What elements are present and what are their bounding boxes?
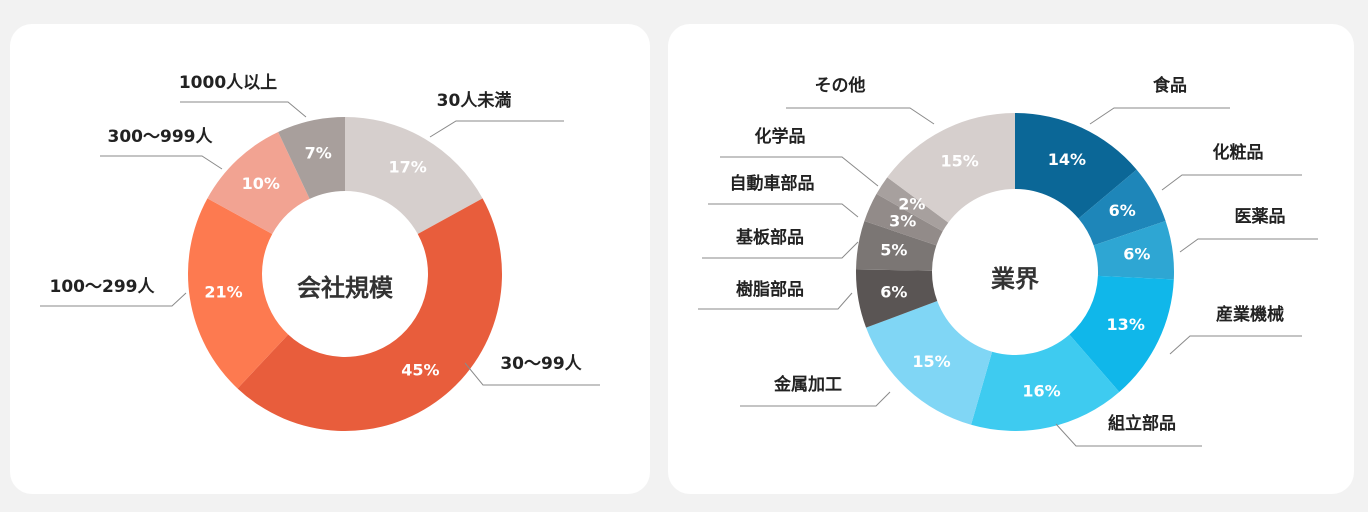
industry-donut-slice <box>864 193 943 246</box>
size-category-label: 30〜99人 <box>500 354 582 374</box>
size-leader-line <box>100 155 223 170</box>
industry-leader-line <box>740 391 891 407</box>
industry-category-label: 組立部品 <box>1108 413 1176 434</box>
industry-leader-line <box>702 241 859 259</box>
size-percent-label: 21% <box>204 283 242 302</box>
size-percent-label: 45% <box>401 361 439 380</box>
industry-percent-label: 6% <box>880 282 907 301</box>
industry-percent-label: 6% <box>1123 244 1150 263</box>
industry-chart-title: 業界 <box>991 265 1039 293</box>
size-donut-slice <box>187 198 289 389</box>
size-percent-label: 10% <box>242 174 280 193</box>
industry-card: 14% 6% 6% 13% 16% 15% 6% 5% 3% 2% 15% 食品化粧品医薬品産業機械… <box>668 24 1354 494</box>
industry-category-label: 化学品 <box>755 126 806 147</box>
industry-donut-slice <box>866 301 993 425</box>
industry-leader-line <box>708 203 859 218</box>
industry-percent-label: 16% <box>1022 382 1060 401</box>
size-category-label: 30人未満 <box>437 90 512 111</box>
industry-leader-line <box>720 156 879 187</box>
industry-donut-slice <box>856 269 938 328</box>
industry-leader-line <box>1089 107 1230 125</box>
industry-category-label: 食品 <box>1153 75 1187 96</box>
industry-leader-line <box>1055 423 1202 447</box>
size-donut-slice <box>278 117 345 199</box>
size-category-label: 300〜999人 <box>108 127 214 147</box>
size-leader-line <box>464 362 600 386</box>
industry-donut-slice <box>1093 220 1174 280</box>
industry-donut-slice <box>887 113 1015 223</box>
industry-donut-slice <box>1015 113 1137 219</box>
industry-percent-label: 15% <box>941 152 979 171</box>
company-size-chart-title: 会社規模 <box>297 274 394 302</box>
industry-percent-label: 13% <box>1107 315 1145 334</box>
size-leader-line <box>40 292 187 307</box>
size-percent-label: 7% <box>305 143 332 162</box>
size-category-label: 100〜299人 <box>50 277 156 297</box>
industry-donut-slice <box>971 334 1120 431</box>
size-leader-line <box>180 101 307 118</box>
industry-category-label: 産業機械 <box>1216 304 1284 325</box>
industry-leader-line <box>1169 335 1302 355</box>
industry-leader-line <box>1179 238 1318 253</box>
size-donut-slice <box>237 198 502 432</box>
industry-leader-line <box>1161 174 1302 191</box>
industry-percent-label: 15% <box>912 352 950 371</box>
industry-donut-slice <box>856 220 937 271</box>
industry-leader-line <box>786 107 935 125</box>
industry-leader-line <box>698 292 853 310</box>
size-category-label: 1000人以上 <box>179 73 277 93</box>
industry-category-label: 化粧品 <box>1213 142 1264 163</box>
industry-category-label: 基板部品 <box>735 227 804 248</box>
size-donut-slice <box>207 131 310 235</box>
industry-category-label: 自動車部品 <box>730 173 815 194</box>
size-donut-slice <box>345 117 483 235</box>
industry-percent-label: 3% <box>889 211 916 230</box>
industry-category-label: その他 <box>815 75 866 96</box>
industry-percent-label: 6% <box>1109 201 1136 220</box>
size-leader-line <box>429 120 564 138</box>
size-percent-label: 17% <box>388 158 426 177</box>
industry-category-label: 医薬品 <box>1235 207 1286 227</box>
industry-percent-label: 5% <box>880 241 907 260</box>
industry-donut-slice <box>876 177 949 232</box>
company-size-card: 17% 45% 21% 10% 7% 30人未満 30〜99人 100〜299人 300〜99… <box>10 24 650 494</box>
industry-donut-chart: 14% 6% 6% 13% 16% 15% 6% 5% 3%2% 15% 食品化粧品医薬品産業機械… <box>698 75 1318 447</box>
industry-percent-label: 2% <box>898 195 925 214</box>
industry-category-label: 金属加工 <box>773 374 842 395</box>
industry-category-label: 樹脂部品 <box>736 279 804 300</box>
industry-donut-slice <box>1078 169 1166 246</box>
company-size-donut-chart: 17% 45% 21% 10% 7% 30人未満 30〜99人 100〜299人 300〜99… <box>40 73 600 432</box>
industry-percent-label: 14% <box>1048 150 1086 169</box>
industry-donut-slice <box>1069 275 1174 393</box>
